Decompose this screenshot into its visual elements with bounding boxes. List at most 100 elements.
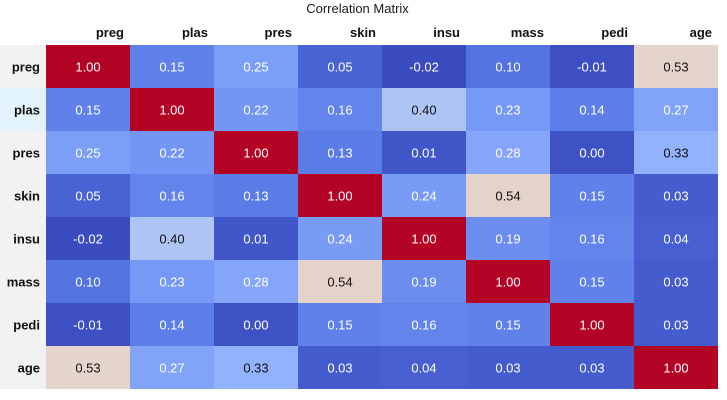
row-header-skin: skin <box>14 189 40 204</box>
heatmap-cell-plas-age <box>634 88 718 131</box>
row-header-bg-age <box>0 346 46 389</box>
heatmap-cell-pedi-insu <box>382 303 466 346</box>
cell-label-plas-pedi: 0.14 <box>579 103 604 118</box>
heatmap-cell-insu-age <box>634 217 718 260</box>
heatmap-cell-pres-skin <box>298 131 382 174</box>
heatmap-cell-preg-mass <box>466 45 550 88</box>
row-header-plas: plas <box>14 103 40 118</box>
heatmap-cell-skin-insu <box>382 174 466 217</box>
heatmap-cell-mass-insu <box>382 260 466 303</box>
cell-label-pres-mass: 0.28 <box>495 146 520 161</box>
cell-label-pres-pedi: 0.00 <box>579 146 604 161</box>
chart-title: Correlation Matrix <box>306 1 409 16</box>
cell-label-pedi-mass: 0.15 <box>495 318 520 333</box>
heatmap-cell-pedi-pedi <box>550 303 634 346</box>
column-headers: preg plas pres skin insu mass pedi age <box>96 25 712 40</box>
heatmap-cell-plas-skin <box>298 88 382 131</box>
cell-label-mass-mass: 1.00 <box>495 275 520 290</box>
cell-label-pres-insu: 0.01 <box>411 146 436 161</box>
heatmap-cell-plas-pedi <box>550 88 634 131</box>
cell-label-preg-mass: 0.10 <box>495 60 520 75</box>
heatmap-cell-insu-skin <box>298 217 382 260</box>
row-header-bg-preg <box>0 45 46 88</box>
cell-label-plas-age: 0.27 <box>663 103 688 118</box>
row-header-bg-plas <box>0 88 46 131</box>
heatmap-cell-pedi-pres <box>214 303 298 346</box>
heatmap-cell-mass-pedi <box>550 260 634 303</box>
heatmap-cell-skin-skin <box>298 174 382 217</box>
row-header-bg-insu <box>0 217 46 260</box>
heatmap-cell-plas-pres <box>214 88 298 131</box>
cell-label-pedi-age: 0.03 <box>663 318 688 333</box>
heatmap-cell-plas-plas <box>130 88 214 131</box>
cell-label-age-insu: 0.04 <box>411 361 436 376</box>
column-header-skin: skin <box>350 25 376 40</box>
heatmap-cell-plas-preg <box>46 88 130 131</box>
heatmap-cell-age-age <box>634 346 718 389</box>
heatmap-cell-age-preg <box>46 346 130 389</box>
heatmap-cell-pres-preg <box>46 131 130 174</box>
heatmap-cell-mass-pres <box>214 260 298 303</box>
cell-label-skin-pedi: 0.15 <box>579 189 604 204</box>
heatmap-cell-insu-insu <box>382 217 466 260</box>
heatmap-cell-preg-plas <box>130 45 214 88</box>
cell-label-insu-mass: 0.19 <box>495 232 520 247</box>
heatmap-cell-mass-skin <box>298 260 382 303</box>
cell-label-age-age: 1.00 <box>663 361 688 376</box>
cell-label-age-pedi: 0.03 <box>579 361 604 376</box>
row-header-pedi: pedi <box>13 318 40 333</box>
column-header-insu: insu <box>433 25 460 40</box>
heatmap-cell-pres-pedi <box>550 131 634 174</box>
cell-label-pedi-insu: 0.16 <box>411 318 436 333</box>
cell-label-preg-age: 0.53 <box>663 60 688 75</box>
column-header-mass: mass <box>511 25 544 40</box>
cell-label-plas-plas: 1.00 <box>159 103 184 118</box>
heatmap-cell-insu-mass <box>466 217 550 260</box>
row-header-bg-pedi <box>0 303 46 346</box>
cell-label-skin-age: 0.03 <box>663 189 688 204</box>
cell-label-pres-skin: 0.13 <box>327 146 352 161</box>
heatmap-cell-pres-insu <box>382 131 466 174</box>
column-header-pedi: pedi <box>601 25 628 40</box>
heatmap-cell-pedi-mass <box>466 303 550 346</box>
cell-label-age-skin: 0.03 <box>327 361 352 376</box>
heatmap-cell-age-pedi <box>550 346 634 389</box>
heatmap-cell-preg-pres <box>214 45 298 88</box>
cell-label-mass-skin: 0.54 <box>327 275 352 290</box>
cell-label-skin-insu: 0.24 <box>411 189 436 204</box>
cell-label-skin-skin: 1.00 <box>327 189 352 204</box>
heatmap-cell-pres-pres <box>214 131 298 174</box>
heatmap-cell-preg-age <box>634 45 718 88</box>
cell-label-plas-pres: 0.22 <box>243 103 268 118</box>
cell-label-mass-pedi: 0.15 <box>579 275 604 290</box>
cell-label-pres-age: 0.33 <box>663 146 688 161</box>
row-header-bg-mass <box>0 260 46 303</box>
row-header-pres: pres <box>13 146 40 161</box>
cell-label-insu-pedi: 0.16 <box>579 232 604 247</box>
cell-label-preg-insu: -0.02 <box>409 60 439 75</box>
heatmap-cell-skin-pedi <box>550 174 634 217</box>
cell-label-pedi-pres: 0.00 <box>243 318 268 333</box>
heatmap-cell-skin-plas <box>130 174 214 217</box>
row-header-mass: mass <box>7 275 40 290</box>
heatmap-cell-pres-mass <box>466 131 550 174</box>
row-headers: preg plas pres skin insu mass pedi age <box>0 45 46 389</box>
cell-label-pres-preg: 0.25 <box>75 146 100 161</box>
heatmap-cell-plas-mass <box>466 88 550 131</box>
heatmap-cell-insu-plas <box>130 217 214 260</box>
cell-label-insu-plas: 0.40 <box>159 232 184 247</box>
cell-label-pedi-plas: 0.14 <box>159 318 184 333</box>
heatmap-cell-mass-preg <box>46 260 130 303</box>
heatmap-cell-skin-pres <box>214 174 298 217</box>
cell-label-mass-plas: 0.23 <box>159 275 184 290</box>
heatmap-cell-age-plas <box>130 346 214 389</box>
cell-label-mass-age: 0.03 <box>663 275 688 290</box>
column-header-plas: plas <box>182 25 208 40</box>
cell-label-plas-insu: 0.40 <box>411 103 436 118</box>
row-header-preg: preg <box>12 60 40 75</box>
cell-label-pedi-pedi: 1.00 <box>579 318 604 333</box>
heatmap-cell-mass-plas <box>130 260 214 303</box>
cell-label-preg-skin: 0.05 <box>327 60 352 75</box>
cell-label-insu-preg: -0.02 <box>73 232 103 247</box>
